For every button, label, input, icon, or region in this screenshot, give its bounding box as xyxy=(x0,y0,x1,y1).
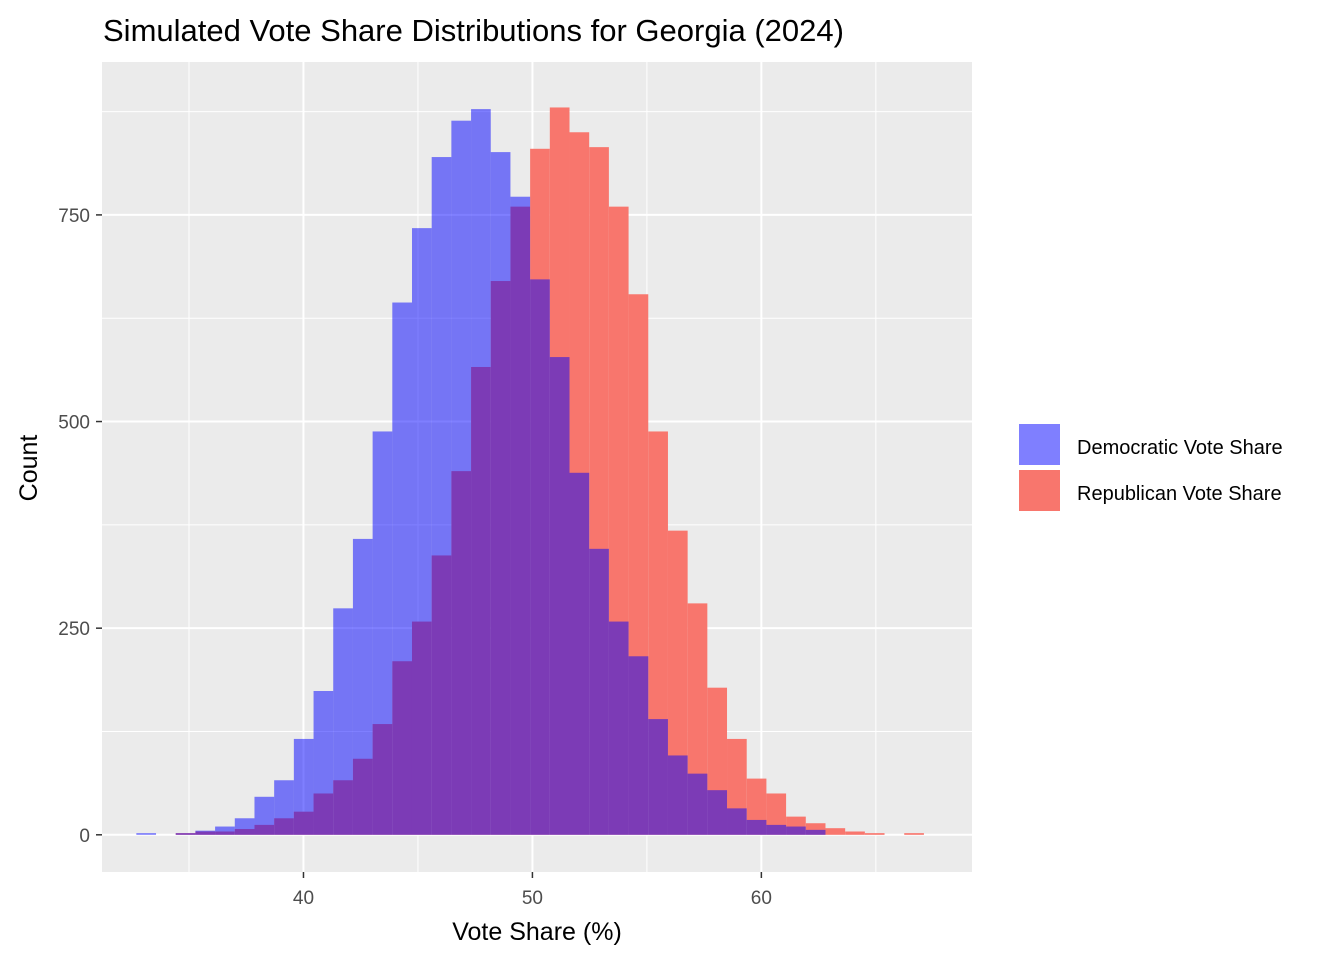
y-axis-title: Count xyxy=(15,435,43,502)
democratic-bar xyxy=(254,796,275,835)
y-tick-label: 750 xyxy=(58,206,90,227)
democratic-bar xyxy=(805,829,826,835)
legend: Democratic Vote Share Republican Vote Sh… xyxy=(1017,422,1283,513)
democratic-bar xyxy=(766,824,787,835)
republican-bar xyxy=(845,831,865,835)
democratic-bar xyxy=(510,196,531,835)
democratic-bar xyxy=(215,826,235,835)
democratic-bar xyxy=(352,538,373,835)
republican-bar xyxy=(864,833,885,835)
legend-label-democratic: Democratic Vote Share xyxy=(1077,437,1283,459)
democratic-bar xyxy=(569,472,590,835)
democratic-bar xyxy=(648,719,668,835)
x-tick-label: 40 xyxy=(293,888,314,909)
chart-title: Simulated Vote Share Distributions for G… xyxy=(103,13,844,48)
y-tick-label: 500 xyxy=(58,413,90,434)
legend-swatch-republican xyxy=(1019,470,1060,511)
y-axis-ticks: 0 250 500 750 xyxy=(58,206,102,847)
democratic-bar xyxy=(530,279,550,835)
democratic-bar xyxy=(746,819,767,835)
democratic-bar xyxy=(727,808,747,835)
x-tick-label: 60 xyxy=(751,888,772,909)
democratic-bar xyxy=(471,109,491,835)
legend-swatch-democratic xyxy=(1019,424,1060,465)
democratic-bar xyxy=(175,833,196,835)
democratic-bar xyxy=(589,548,609,835)
democratic-bar xyxy=(234,818,255,835)
democratic-bar xyxy=(549,357,570,835)
republican-bar xyxy=(766,793,787,835)
republican-bar xyxy=(825,828,846,835)
democratic-bar xyxy=(451,120,472,835)
democratic-bar xyxy=(667,755,688,835)
democratic-bar xyxy=(707,790,728,835)
republican-bar xyxy=(805,823,826,835)
democratic-bar xyxy=(687,773,708,835)
democratic-bar xyxy=(431,157,452,835)
x-axis-title: Vote Share (%) xyxy=(452,918,622,946)
democratic-bar xyxy=(293,738,314,835)
legend-label-republican: Republican Vote Share xyxy=(1077,483,1282,505)
democratic-bar xyxy=(274,780,294,835)
democratic-bar xyxy=(608,621,629,835)
democratic-bar xyxy=(195,830,216,835)
democratic-bars xyxy=(136,109,826,835)
democratic-bar xyxy=(628,656,649,835)
democratic-bar xyxy=(136,833,157,835)
y-tick-label: 250 xyxy=(58,619,90,640)
democratic-bar xyxy=(372,431,393,835)
democratic-bar xyxy=(313,690,334,835)
republican-bar xyxy=(904,833,924,835)
y-tick-label: 0 xyxy=(79,826,90,847)
x-tick-label: 50 xyxy=(522,888,543,909)
democratic-bar xyxy=(490,152,511,835)
democratic-bar xyxy=(333,608,353,835)
democratic-bar xyxy=(411,228,432,835)
democratic-bar xyxy=(786,826,806,835)
democratic-bar xyxy=(392,302,412,835)
x-axis-ticks: 40 50 60 xyxy=(293,872,772,909)
